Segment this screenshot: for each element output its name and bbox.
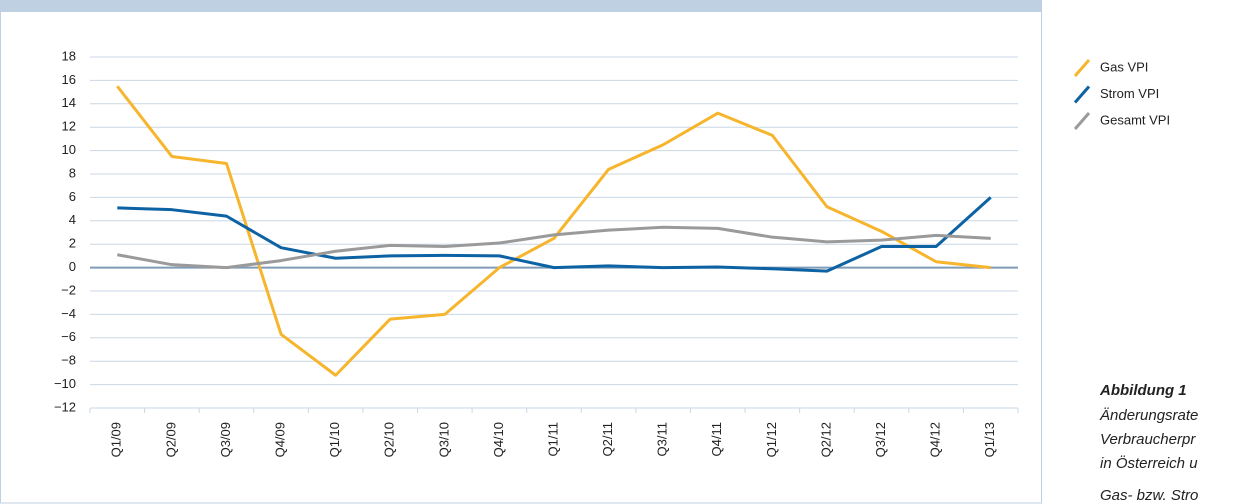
legend-swatch [1073,85,1091,104]
x-tick-label: Q3/12 [873,422,888,457]
x-tick-label: Q4/09 [272,422,287,457]
y-tick-label: −8 [61,353,76,368]
legend-label: Gas VPI [1100,59,1148,74]
x-tick-label: Q2/11 [600,422,615,456]
header-bar [0,0,1042,12]
y-tick-label: 4 [69,212,76,227]
legend-swatch [1073,59,1091,77]
series-line [117,225,991,270]
legend-label: Strom VPI [1100,86,1159,101]
x-tick-label: Q4/11 [709,422,724,456]
y-tick-label: 2 [69,236,76,251]
y-tick-label: 16 [62,72,76,87]
y-tick-label: −12 [54,399,76,414]
y-tick-label: 8 [69,165,76,180]
caption-title: Abbildung 1 [1099,382,1187,399]
y-tick-label: −10 [54,376,76,391]
x-tick-label: Q4/10 [491,422,506,457]
x-tick-label: Q1/09 [109,422,124,457]
x-tick-label: Q2/12 [818,422,833,457]
caption-line: in Österreich u [1100,454,1198,472]
y-tick-label: −4 [61,306,76,321]
y-tick-label: −6 [61,329,76,344]
y-tick-label: 14 [62,95,76,110]
x-tick-label: Q3/10 [436,422,451,457]
y-tick-label: 6 [69,189,76,204]
caption-line: Gas- bzw. Stro [1100,487,1198,504]
caption-line: Änderungsrate [1099,407,1198,424]
y-tick-label: 10 [62,142,76,157]
x-tick-label: Q3/09 [218,422,233,457]
x-tick-label: Q4/12 [928,422,943,457]
y-tick-label: 18 [62,48,76,63]
legend-swatch [1073,112,1091,130]
x-tick-label: Q3/11 [655,422,670,456]
y-tick-label: 0 [69,259,76,274]
legend-label: Gesamt VPI [1100,112,1170,127]
series-line [117,196,992,273]
x-tick-label: Q1/11 [545,422,560,456]
x-tick-label: Q2/09 [163,422,178,457]
x-tick-label: Q2/10 [382,422,397,457]
caption-line: Verbraucherpr [1100,431,1196,448]
series-line [116,85,991,377]
x-tick-label: Q1/13 [982,422,997,457]
x-tick-label: Q1/12 [764,422,779,457]
y-tick-label: 12 [62,119,76,134]
y-tick-label: −2 [61,282,76,297]
x-tick-label: Q1/10 [327,422,342,457]
